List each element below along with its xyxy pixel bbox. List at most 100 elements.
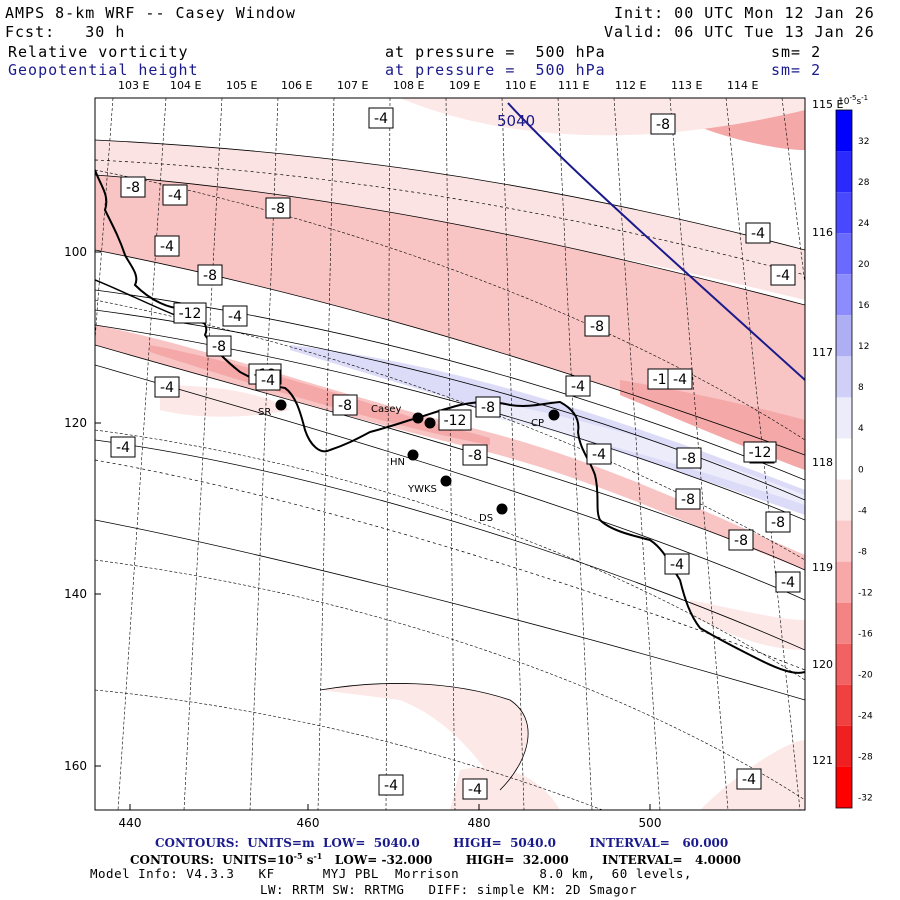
svg-text:-12: -12 <box>179 306 202 322</box>
vorticity-band-positive-weak <box>480 400 805 505</box>
station-marker <box>407 449 419 461</box>
top-lon-label: 111 E <box>558 79 589 92</box>
vorticity-patch-top <box>400 98 805 136</box>
top-lon-label: 110 E <box>505 79 536 92</box>
top-lon-label: 109 E <box>449 79 480 92</box>
colorbar-label: 28 <box>858 178 870 188</box>
vorticity-label: -8 <box>197 264 223 286</box>
vorticity-label: -8 <box>462 444 488 466</box>
vorticity-label: -4 <box>586 443 612 465</box>
vorticity-label: -8 <box>675 488 701 510</box>
vorticity-label: -8 <box>332 394 358 416</box>
colorbar-unit: 10-5s-1 <box>838 94 868 107</box>
colorbar-swatch <box>836 192 852 234</box>
colorbar-frame <box>835 109 853 809</box>
colorbar-swatch <box>836 561 852 603</box>
forecast-hour: Fcst: 30 h <box>5 23 126 41</box>
svg-text:-4: -4 <box>592 447 606 463</box>
colorbar-label: -28 <box>858 753 873 763</box>
station-marker <box>548 409 560 421</box>
top-lon-label: 113 E <box>671 79 702 92</box>
colorbar-swatch <box>836 110 852 152</box>
colorbar-swatch <box>836 315 852 357</box>
vorticity-label: -4 <box>775 571 801 593</box>
coastline <box>95 169 805 674</box>
vorticity-label: -8 <box>584 315 610 337</box>
field2-name: Geopotential height <box>8 61 199 79</box>
colorbar-label: 0 <box>858 465 864 475</box>
svg-text:-4: -4 <box>168 188 182 204</box>
vorticity-label: -4 <box>255 369 281 391</box>
svg-text:-4: -4 <box>160 380 174 396</box>
svg-text:-8: -8 <box>126 180 140 196</box>
svg-text:-4: -4 <box>160 239 174 255</box>
vorticity-label: -4 <box>222 305 248 327</box>
station-marker <box>275 399 287 411</box>
vorticity-label: -4 <box>110 436 136 458</box>
vorticity-label: -4 <box>565 375 591 397</box>
svg-text:-4: -4 <box>228 309 242 325</box>
top-lon-label: 108 E <box>393 79 424 92</box>
vorticity-label: -12 <box>743 441 777 463</box>
colorbar-label: 24 <box>858 219 870 229</box>
svg-text:-8: -8 <box>338 398 352 414</box>
vorticity-label: -4 <box>736 768 762 790</box>
svg-text:-4: -4 <box>261 373 275 389</box>
colorbar-label: -16 <box>858 630 873 640</box>
field2-level: at pressure = 500 hPa <box>385 61 606 79</box>
svg-text:-8: -8 <box>203 268 217 284</box>
vorticity-label: -4 <box>664 553 690 575</box>
colorbar-swatch <box>836 479 852 521</box>
station-label: Casey <box>371 404 401 415</box>
station-label: CP <box>531 418 544 429</box>
svg-text:-8: -8 <box>681 492 695 508</box>
station-label: DS <box>479 513 493 524</box>
top-lon-label: 107 E <box>337 79 368 92</box>
station-marker <box>440 475 452 487</box>
svg-text:-4: -4 <box>468 782 482 798</box>
svg-text:-4: -4 <box>781 575 795 591</box>
colorbar-swatch <box>836 643 852 685</box>
latitude-lines <box>95 169 805 810</box>
top-lon-label: 114 E <box>727 79 758 92</box>
vorticity-band-south-strong <box>150 345 490 445</box>
svg-text:-12: -12 <box>749 445 772 461</box>
vorticity-band-positive <box>290 345 805 515</box>
footer-vorticity-contours: CONTOURS: UNITS=10-5 s-1 LOW= -32.000 HI… <box>130 851 741 867</box>
colorbar-swatch <box>836 520 852 562</box>
station-label: SR <box>258 407 271 418</box>
top-lon-label: 106 E <box>281 79 312 92</box>
x-axis-ticks: 440 460 480 500 <box>119 804 661 830</box>
vorticity-label: -4 <box>770 264 796 286</box>
svg-text:-4: -4 <box>670 557 684 573</box>
colorbar-swatch <box>836 274 852 316</box>
station-marker <box>424 417 436 429</box>
top-lon-label: 103 E <box>118 79 149 92</box>
x-tick-label: 440 <box>119 816 142 830</box>
svg-text:-12: -12 <box>444 413 467 429</box>
vorticity-label: -8 <box>765 511 791 533</box>
svg-text:-8: -8 <box>468 448 482 464</box>
vorticity-labels: -4-8-8-4-8-4-4-4-8-12-4-8-12-8-4-8-4-12-… <box>110 107 801 800</box>
top-longitude-labels: 103 E 104 E 105 E 106 E 107 E 108 E 109 E 110 E… <box>118 79 758 92</box>
top-lon-label: 105 E <box>226 79 257 92</box>
stations: SR Casey HN YWKS DS CP <box>258 399 560 524</box>
vorticity-label: -4 <box>378 774 404 796</box>
colorbar-swatch <box>836 356 852 398</box>
colorbar-swatch <box>836 438 852 480</box>
vorticity-label: -4 <box>162 184 188 206</box>
station-marker <box>412 412 424 424</box>
height-contour-5040 <box>507 102 805 381</box>
field1-smoothing: sm= 2 <box>771 43 822 61</box>
svg-text:-4: -4 <box>374 111 388 127</box>
vorticity-patch-south <box>320 683 529 790</box>
colorbar-label: 4 <box>858 424 864 434</box>
top-lon-label: 112 E <box>615 79 646 92</box>
svg-text:-8: -8 <box>656 117 670 133</box>
y-tick-label: 100 <box>64 245 87 259</box>
vorticity-label: -4 <box>745 222 771 244</box>
valid-time: Valid: 06 UTC Tue 13 Jan 26 <box>604 23 875 41</box>
vorticity-label: -8 <box>206 335 232 357</box>
svg-text:-8: -8 <box>212 339 226 355</box>
